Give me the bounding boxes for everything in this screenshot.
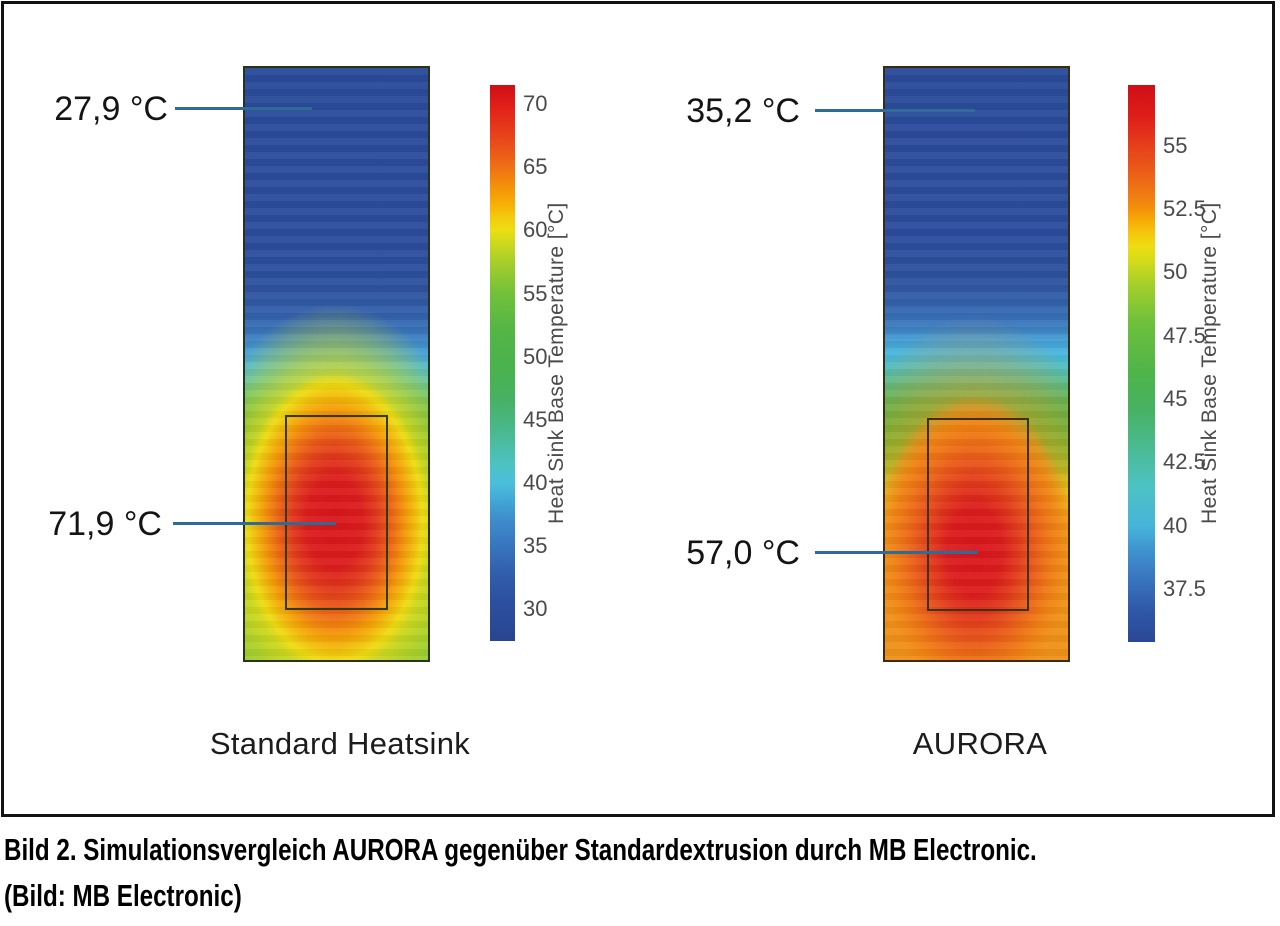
temp-label-aurora-hotspot: 57,0 °C [686,534,800,572]
colorbar-ticks-standard: 70 65 60 55 50 45 40 35 30 [523,85,583,641]
heat-source-outline-aurora [927,418,1029,611]
colorbar-ticks-aurora: 55 52.5 50 47.5 45 42.5 40 37.5 [1163,85,1223,642]
colorbar-tick-label: 52.5 [1163,196,1206,222]
temp-label-standard-top: 27,9 °C [54,90,168,128]
heatmap-aurora [883,66,1070,662]
colorbar-tick-label: 47.5 [1163,322,1206,348]
panel-title-standard: Standard Heatsink [209,726,471,761]
colorbar-tick-label: 55 [1163,132,1188,158]
figure-frame [1,1,1275,817]
colorbar-axis-label-aurora: Heat Sink Base Temperature [°C] [1198,202,1221,525]
colorbar-tick-label: 50 [1163,259,1188,285]
leader-line-aurora-top [815,109,975,112]
temp-label-aurora-top: 35,2 °C [686,92,800,130]
leader-line-standard-hotspot [173,522,336,525]
colorbar-tick-label: 40 [523,470,548,496]
temp-label-standard-hotspot: 71,9 °C [48,505,162,543]
colorbar-tick-label: 35 [523,533,548,559]
colorbar-axis-label-standard: Heat Sink Base Temperature [°C] [545,202,568,524]
panel-title-aurora: AURORA [912,726,1048,761]
colorbar-tick-label: 45 [523,406,548,432]
colorbar-aurora [1128,85,1155,642]
colorbar-tick-label: 55 [523,280,548,306]
colorbar-tick-label: 45 [1163,385,1188,411]
figure-caption-line2: (Bild: MB Electronic) [4,878,242,913]
leader-line-standard-top [175,107,312,110]
colorbar-tick-label: 60 [523,217,548,243]
colorbar-tick-label: 70 [523,90,548,116]
leader-line-aurora-hotspot [815,551,978,554]
colorbar-tick-label: 30 [523,596,548,622]
colorbar-standard [490,85,515,641]
heat-source-outline-standard [285,415,388,610]
colorbar-tick-label: 42.5 [1163,449,1206,475]
colorbar-tick-label: 65 [523,154,548,180]
heatmap-standard [243,66,430,662]
colorbar-tick-label: 37.5 [1163,575,1206,601]
colorbar-tick-label: 50 [523,343,548,369]
figure-caption-line1: Bild 2. Simulationsvergleich AURORA gege… [4,832,1037,867]
colorbar-tick-label: 40 [1163,512,1188,538]
